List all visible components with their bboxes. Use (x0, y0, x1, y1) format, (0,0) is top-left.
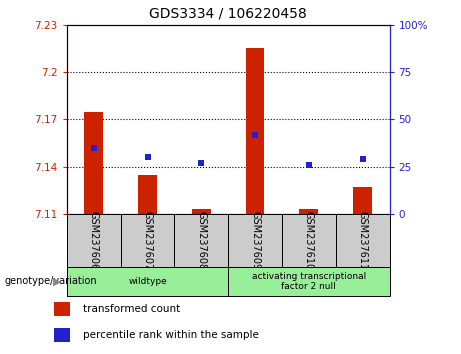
Bar (121, 214, 174, 267)
Bar (228, 214, 282, 267)
Title: GDS3334 / 106220458: GDS3334 / 106220458 (149, 7, 307, 21)
Bar (84, 112, 103, 214)
Text: ▶: ▶ (53, 276, 62, 286)
Text: transformed count: transformed count (83, 304, 180, 314)
Bar (246, 48, 265, 214)
Text: GSM237608: GSM237608 (196, 211, 207, 270)
Text: percentile rank within the sample: percentile rank within the sample (83, 330, 259, 339)
Bar (192, 210, 211, 214)
Text: GSM237606: GSM237606 (89, 211, 99, 270)
Bar (54, 328, 71, 342)
Bar (174, 214, 228, 267)
Text: wildtype: wildtype (128, 277, 167, 286)
Text: GSM237607: GSM237607 (142, 211, 153, 270)
Bar (336, 214, 390, 267)
Text: genotype/variation: genotype/variation (5, 276, 97, 286)
Bar (300, 210, 318, 214)
Bar (54, 302, 71, 316)
Text: GSM237609: GSM237609 (250, 211, 260, 270)
Bar (67, 214, 121, 267)
Bar (228, 267, 390, 296)
Bar (67, 267, 228, 296)
Bar (282, 214, 336, 267)
Text: GSM237610: GSM237610 (304, 211, 314, 270)
Bar (353, 187, 372, 214)
Text: GSM237611: GSM237611 (358, 211, 368, 270)
Bar (138, 175, 157, 214)
Text: activating transcriptional
factor 2 null: activating transcriptional factor 2 null (252, 272, 366, 291)
